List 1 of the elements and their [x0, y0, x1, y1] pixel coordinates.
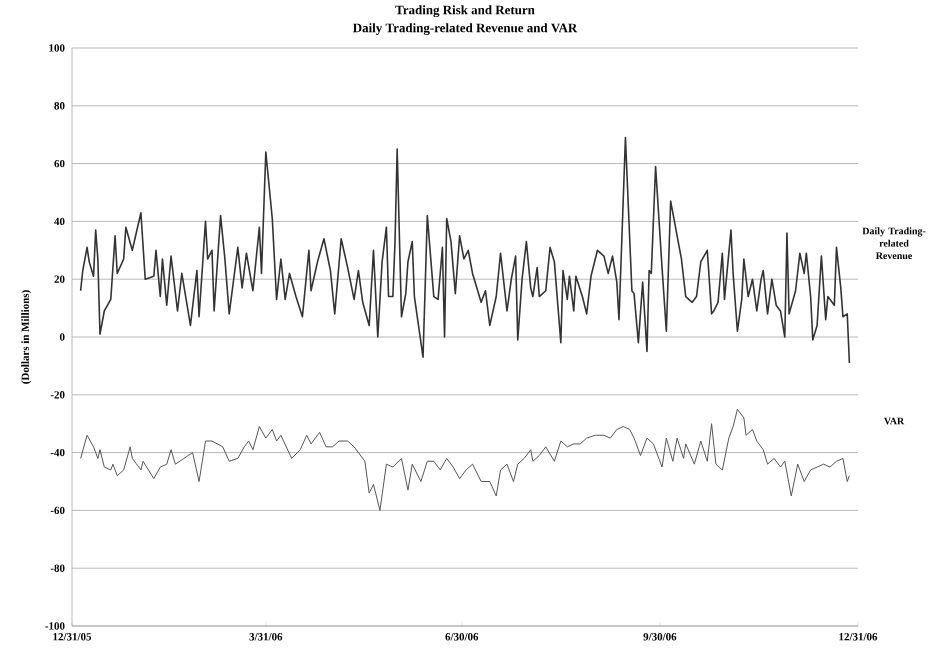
line-series [79, 136, 851, 364]
